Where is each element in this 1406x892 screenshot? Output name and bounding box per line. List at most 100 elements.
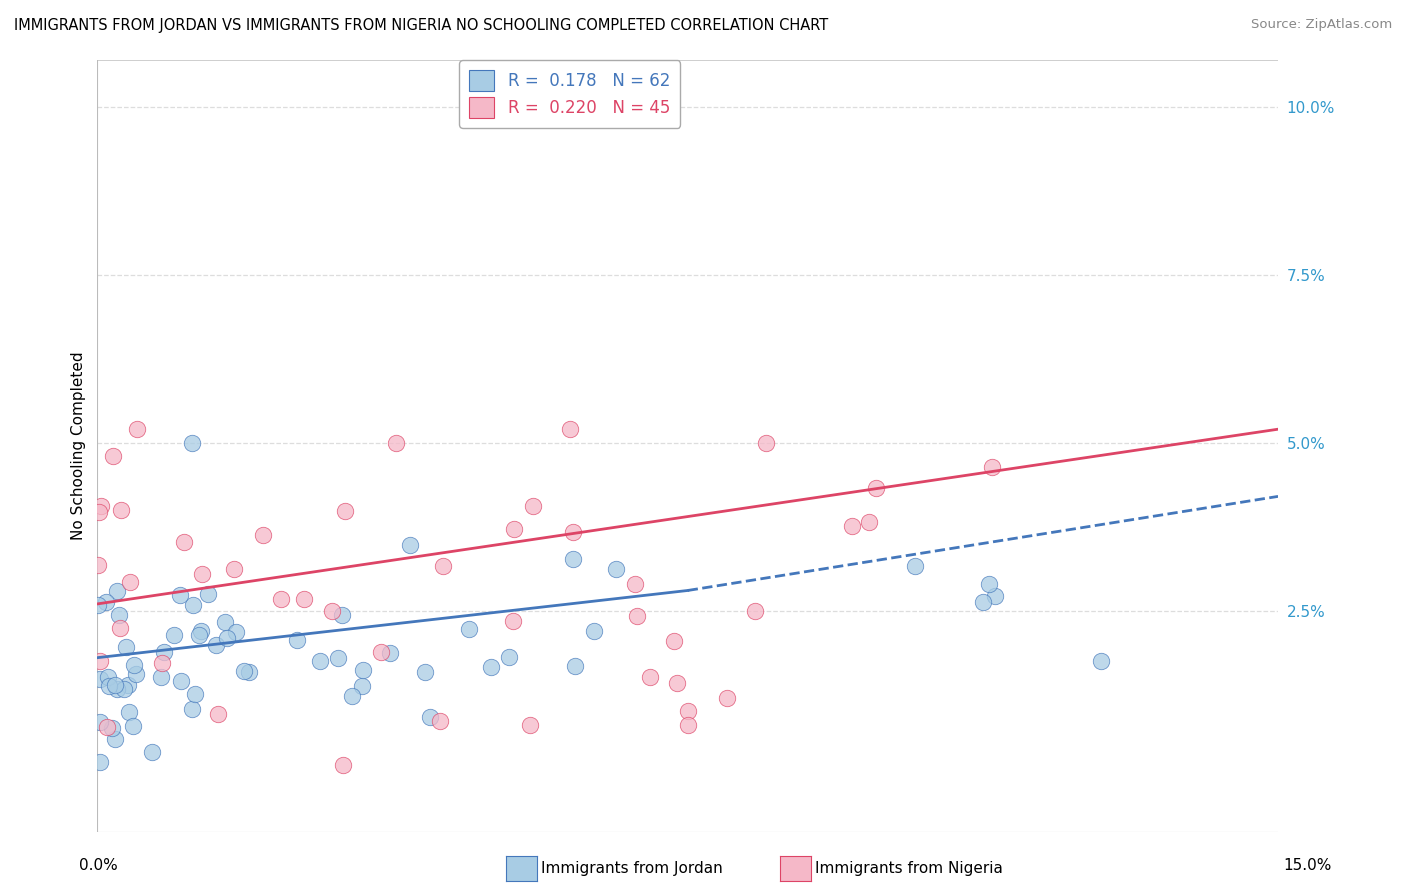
Point [89,654,111,668]
Point [457,622,479,636]
Point [865,481,887,495]
Text: 0.0%: 0.0% [79,858,118,872]
Point [87,505,110,519]
Point [385,435,408,450]
Text: Immigrants from Nigeria: Immigrants from Nigeria [815,862,1004,876]
Point [744,604,766,618]
Point [332,758,354,772]
Point [858,515,880,529]
Point [96,720,118,734]
Point [141,746,163,760]
Point [977,577,1000,591]
Point [561,551,583,566]
Point [755,435,778,450]
Point [122,719,145,733]
Point [498,650,520,665]
Point [197,587,219,601]
Point [479,659,502,673]
Point [972,595,994,609]
Point [664,634,686,648]
Point [330,607,353,622]
Point [225,624,247,639]
Point [104,731,127,746]
Point [399,537,422,551]
Point [309,654,332,668]
Point [170,673,193,688]
Point [562,524,585,539]
Point [676,705,699,719]
Point [183,687,205,701]
Point [352,663,374,677]
Point [605,562,627,576]
Point [105,681,128,696]
Point [89,672,111,686]
Point [97,669,120,683]
Point [233,665,256,679]
Point [120,574,142,589]
Point [413,665,436,679]
Point [163,628,186,642]
Point [204,638,226,652]
Point [564,659,586,673]
Point [107,607,129,622]
Point [503,522,526,536]
Point [624,577,647,591]
Point [117,678,139,692]
Point [187,628,209,642]
Point [90,499,112,513]
Point [429,714,451,728]
Point [984,589,1007,603]
Point [150,656,173,670]
Point [270,592,292,607]
Point [370,645,392,659]
Point [238,665,260,679]
Point [378,646,401,660]
Point [181,702,204,716]
Y-axis label: No Schooling Completed: No Schooling Completed [72,351,86,541]
Point [287,633,309,648]
Point [97,679,120,693]
Point [180,435,202,450]
Point [350,679,373,693]
Point [110,503,132,517]
Point [626,609,648,624]
Point [125,667,148,681]
Point [94,594,117,608]
Legend: R =  0.178   N = 62, R =  0.220   N = 45: R = 0.178 N = 62, R = 0.220 N = 45 [460,60,681,128]
Point [181,598,204,612]
Point [149,670,172,684]
Point [676,718,699,732]
Text: Source: ZipAtlas.com: Source: ZipAtlas.com [1251,18,1392,31]
Point [841,518,863,533]
Point [519,718,541,732]
Point [122,657,145,672]
Point [125,422,148,436]
Point [118,706,141,720]
Point [173,535,195,549]
Point [101,449,124,463]
Point [89,714,111,729]
Point [980,460,1002,475]
Point [104,678,127,692]
Point [114,640,136,654]
Point [108,621,131,635]
Point [432,559,454,574]
Point [582,624,605,638]
Text: IMMIGRANTS FROM JORDAN VS IMMIGRANTS FROM NIGERIA NO SCHOOLING COMPLETED CORRELA: IMMIGRANTS FROM JORDAN VS IMMIGRANTS FRO… [14,18,828,33]
Text: Immigrants from Jordan: Immigrants from Jordan [541,862,723,876]
Point [112,681,135,696]
Point [101,721,124,735]
Text: 15.0%: 15.0% [1284,858,1331,872]
Point [1090,654,1112,668]
Point [321,604,343,618]
Point [502,614,524,628]
Point [207,707,229,722]
Point [214,615,236,629]
Point [169,588,191,602]
Point [252,528,274,542]
Point [522,500,544,514]
Point [190,624,212,638]
Point [191,566,214,581]
Point [640,670,662,684]
Point [292,592,315,607]
